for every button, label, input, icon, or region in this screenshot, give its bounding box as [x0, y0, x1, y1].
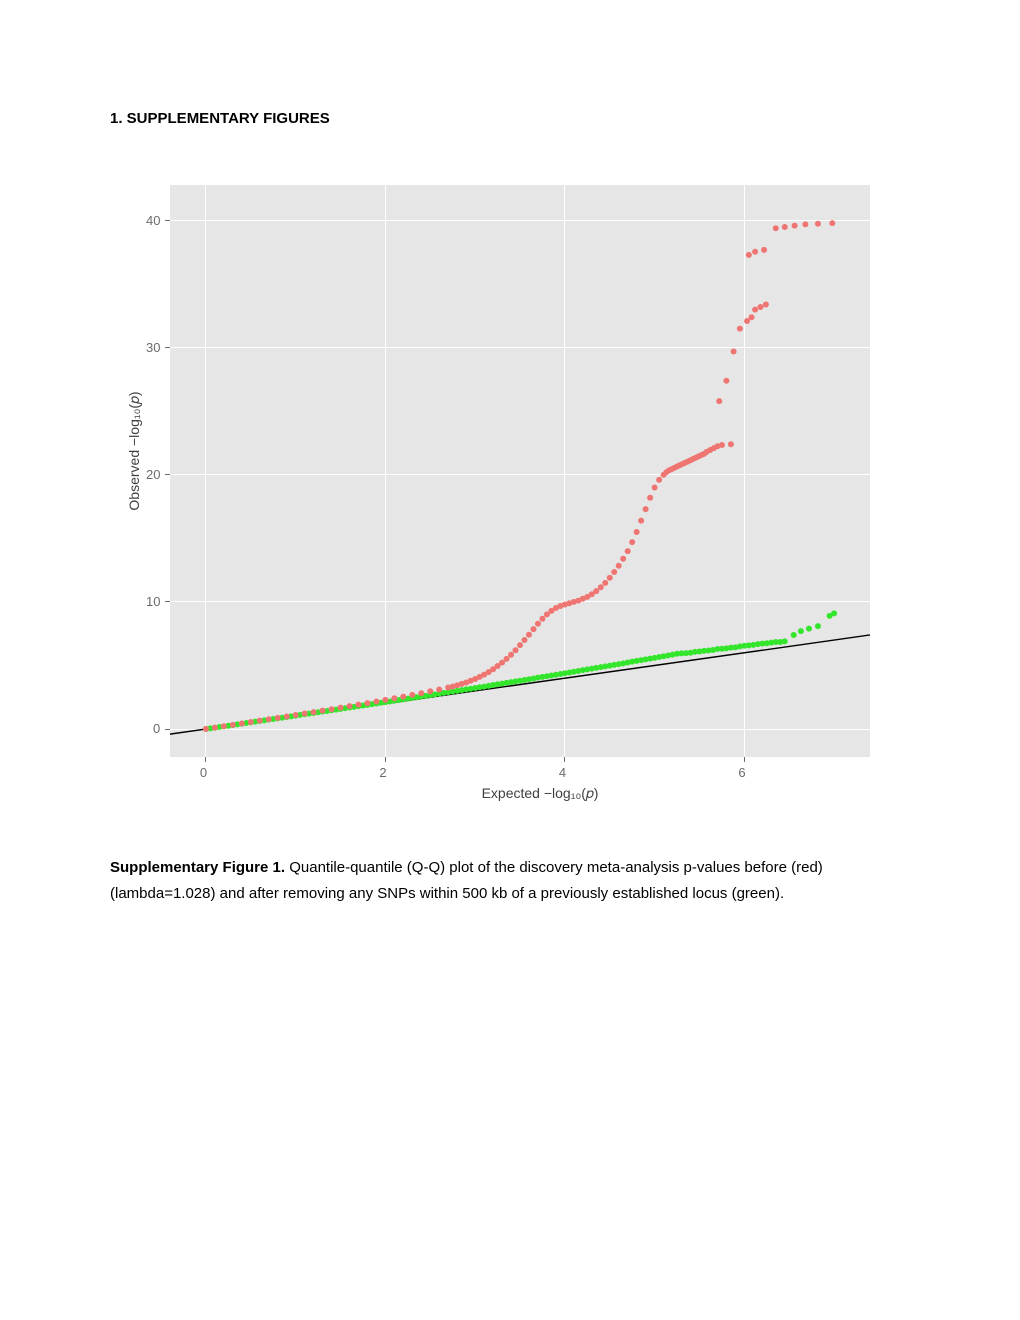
x-tick-label: 6 [738, 765, 745, 780]
plot-svg [104, 177, 884, 817]
y-tick-label: 30 [146, 340, 160, 355]
x-tick-label: 2 [379, 765, 386, 780]
qq-plot: 0 2 4 6 0 10 20 30 40 Expected −log₁₀(𝑝) Observ… [104, 177, 884, 817]
x-tick-label: 0 [200, 765, 207, 780]
caption-title: Supplementary Figure 1. [110, 859, 285, 876]
x-axis-label: Expected −log₁₀(𝑝) [440, 785, 640, 802]
y-tick-label: 40 [146, 213, 160, 228]
figure-caption: Supplementary Figure 1. Quantile-quantil… [110, 855, 910, 908]
x-tick-label: 4 [559, 765, 566, 780]
series-before-removal [203, 220, 835, 732]
y-axis-label: Observed −log₁₀(𝑝) [126, 351, 143, 551]
section-heading: 1. SUPPLEMENTARY FIGURES [110, 110, 920, 127]
y-tick-label: 10 [146, 594, 160, 609]
y-tick-label: 20 [146, 467, 160, 482]
y-tick-label: 0 [153, 721, 160, 736]
